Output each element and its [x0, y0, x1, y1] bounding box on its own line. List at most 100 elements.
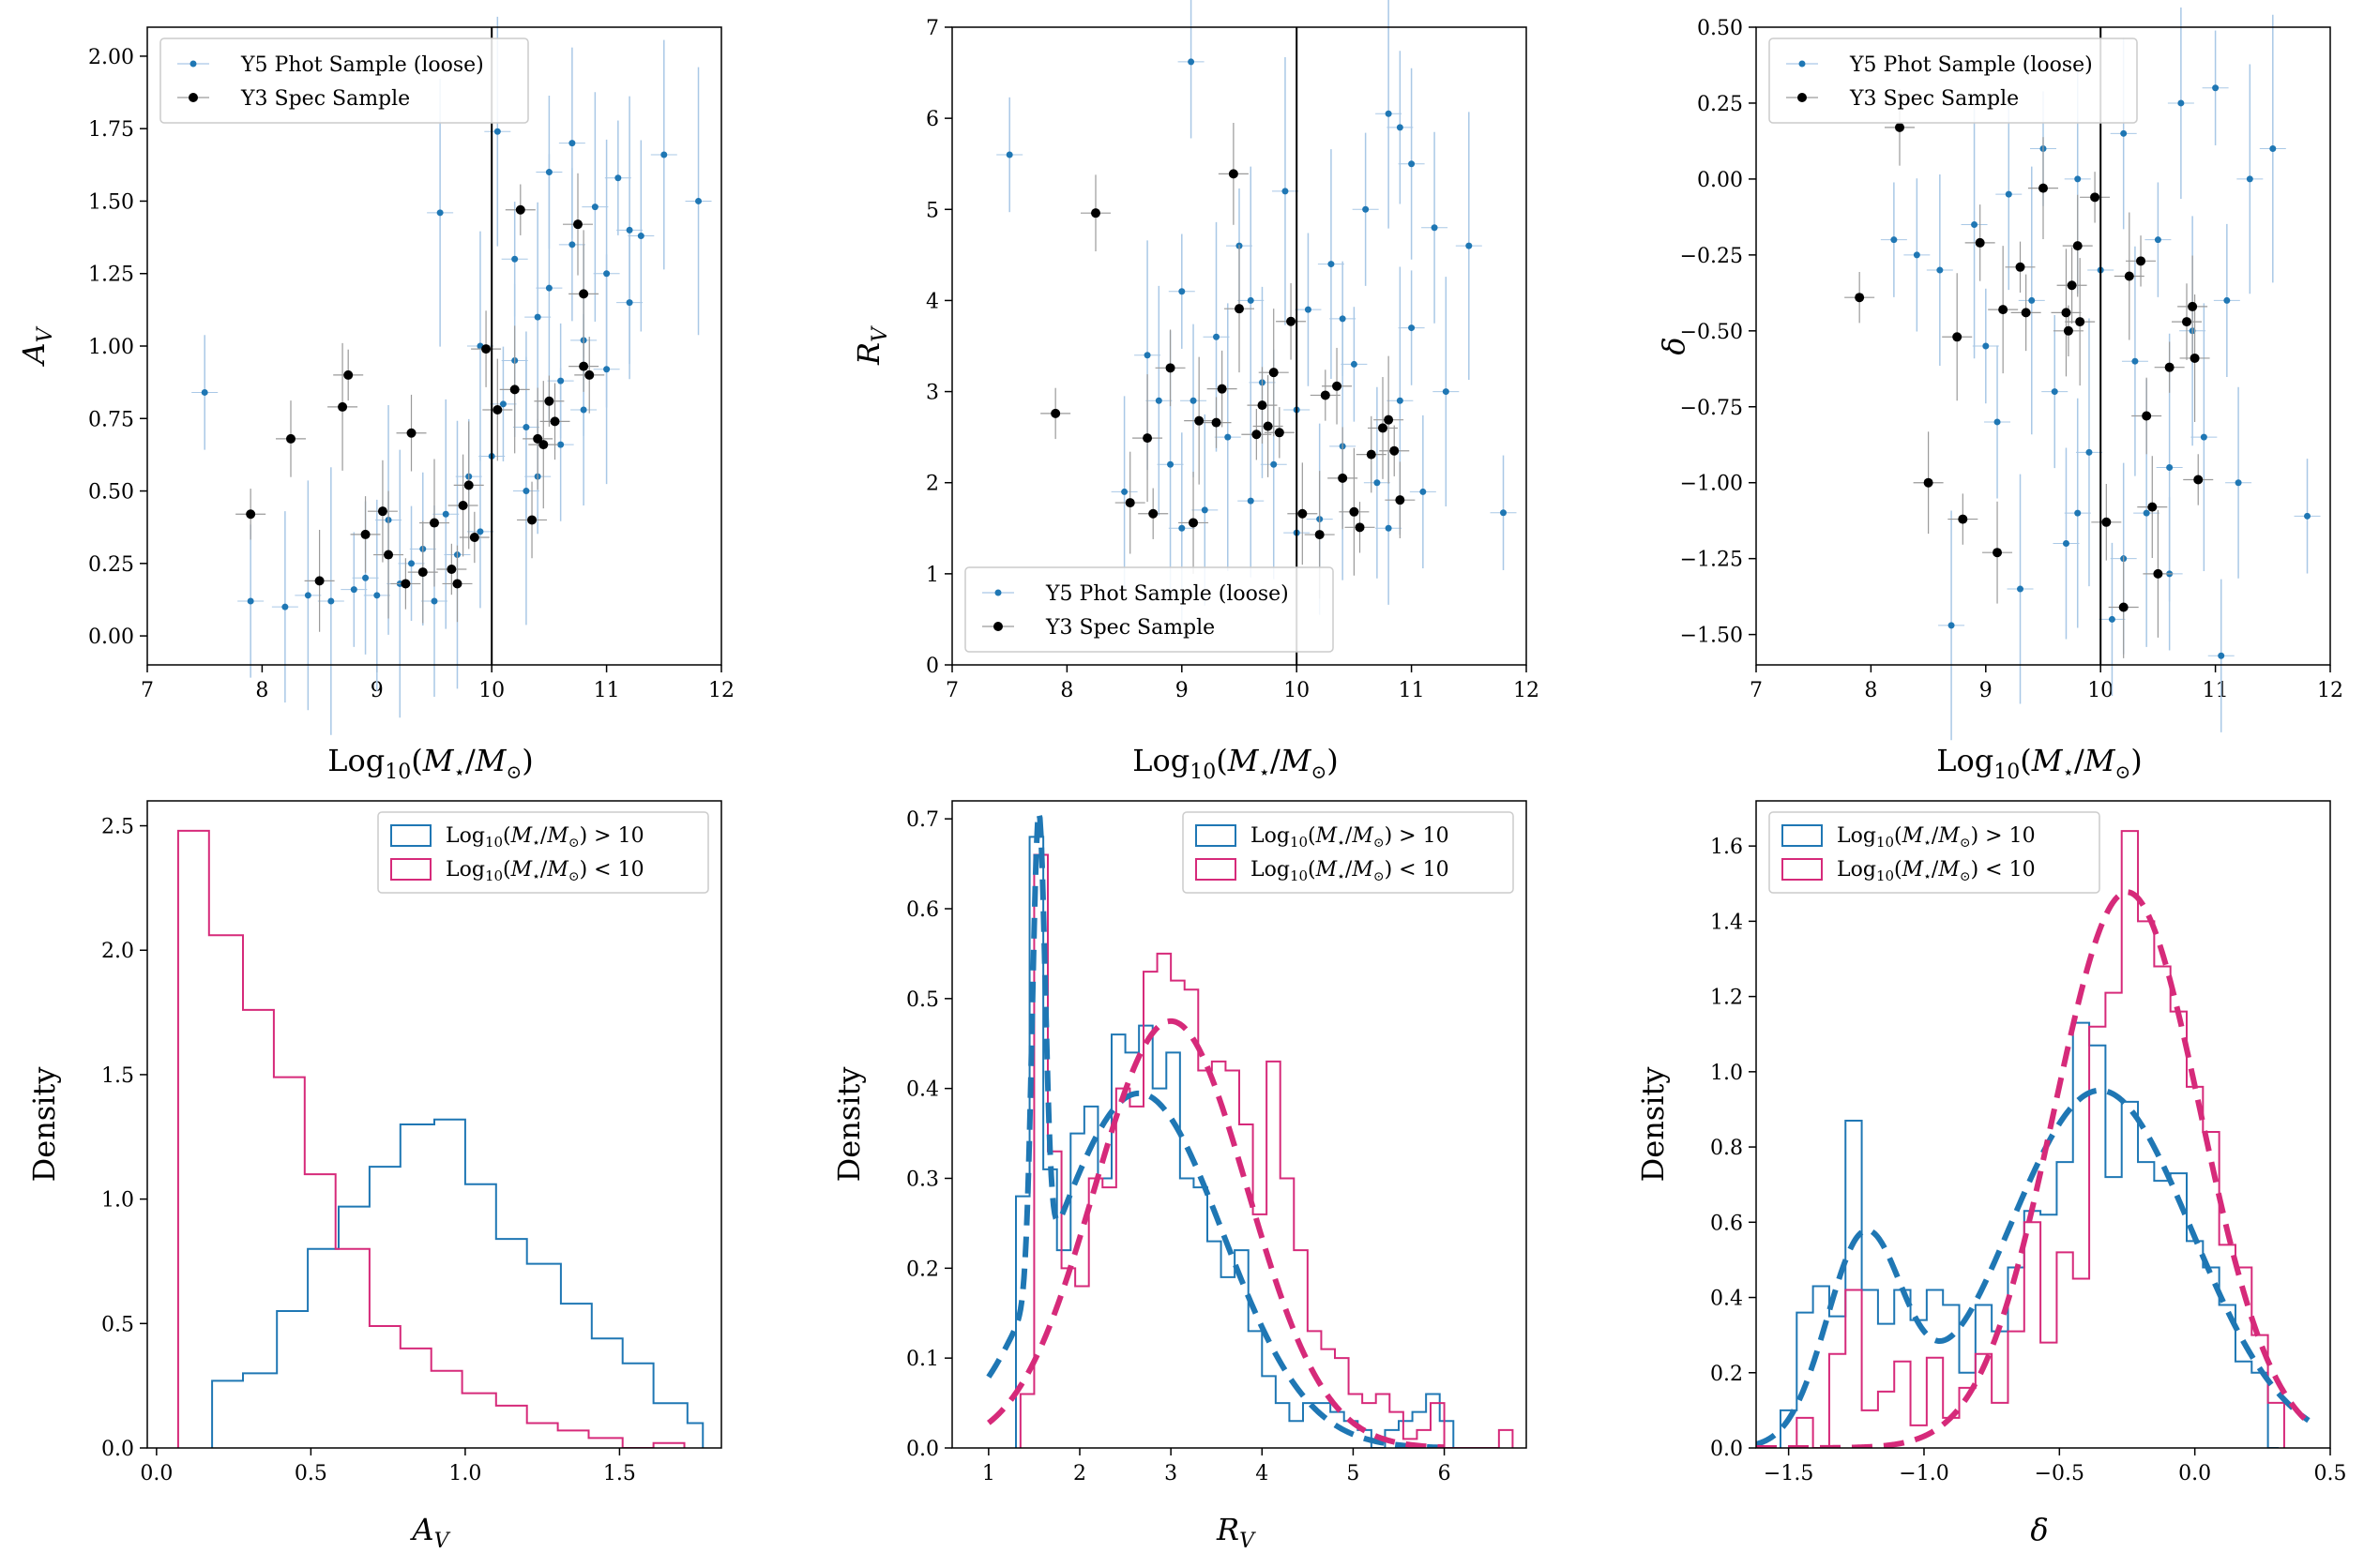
panel-2-ytick-label: −1.25	[1680, 549, 1743, 572]
spec-point	[1338, 473, 1348, 483]
spec-point	[1395, 495, 1405, 505]
spec-point	[469, 533, 479, 542]
panel-5-xtick-label: −1.0	[1899, 1462, 1948, 1485]
spec-point	[1366, 449, 1376, 460]
panel-0-ytick-label: 0.50	[88, 481, 134, 505]
spec-point	[1349, 506, 1359, 517]
spec-point	[2061, 308, 2071, 318]
phot-point	[2177, 99, 2185, 107]
panel-delta-vs-mass: Log10(M⋆/M⊙) δ 7 8 9 10 11 12 −1.50 −1.25 −1.00 −…	[1656, 7, 2343, 784]
spec-point	[1389, 445, 1400, 456]
spec-point	[2118, 602, 2129, 612]
phot-point	[442, 510, 449, 518]
hist-pink-series	[1796, 830, 2285, 1448]
spec-point	[458, 501, 468, 510]
spec-point	[314, 576, 325, 586]
panel-rv-vs-mass-xlabel: Log10(M⋆/M⊙)	[1132, 743, 1339, 784]
phot-point	[2120, 129, 2128, 137]
spec-point	[1952, 332, 1962, 342]
spec-point	[584, 369, 595, 380]
panel-av-histogram-xlabel: AV	[410, 1512, 451, 1553]
panel-rv-histogram: RV Density 1 2 3 4 5 6 0.0 0.1 0.2 0.3 0.4 0.5 0.6 0.…	[831, 800, 1527, 1553]
phot-point	[568, 241, 576, 249]
spec-point	[401, 579, 411, 589]
spec-point	[544, 396, 554, 406]
phot-point	[1247, 497, 1254, 505]
phot-point	[1971, 220, 1978, 228]
phot-point	[436, 209, 444, 217]
spec-point	[2147, 502, 2158, 512]
panel-4-xtick-label: 5	[1346, 1462, 1359, 1485]
phot-point	[373, 592, 381, 599]
legend-phot-marker	[189, 60, 197, 68]
panel-1-ytick-label: 6	[926, 108, 939, 131]
phot-point	[2074, 175, 2082, 183]
panel-3-ytick-label: 0.0	[101, 1438, 134, 1461]
phot-point	[1247, 296, 1254, 304]
legend-phot-label: Y5 Phot Sample (loose)	[1045, 582, 1289, 606]
legend-phot-label: Y5 Phot Sample (loose)	[240, 53, 484, 77]
panel-av-histogram: AV Density 0.0 0.5 1.0 1.5 0.0 0.5 1.0 1.5 2.0 2.…	[26, 800, 722, 1553]
spec-point	[579, 289, 589, 299]
phot-point	[1213, 333, 1220, 340]
spec-point	[2063, 325, 2073, 336]
panel-1-ytick-label: 0	[926, 655, 939, 678]
fit-blue-curve	[1756, 1087, 2311, 1447]
hist-legend: Log10(M⋆/M⊙) > 10 Log10(M⋆/M⊙) < 10	[377, 811, 709, 894]
panel-5-ytick-label: 1.0	[1710, 1062, 1743, 1085]
scatter-legend: Y5 Phot Sample (loose) Y3 Spec Sample	[964, 566, 1334, 653]
phot-point	[1201, 506, 1208, 514]
spec-point	[509, 384, 520, 395]
phot-point	[2108, 615, 2115, 623]
spec-point	[527, 515, 538, 525]
spec-point	[1251, 430, 1262, 440]
panel-rv-vs-mass-ylabel: RV	[851, 325, 892, 366]
phot-point	[2269, 145, 2277, 153]
phot-point	[695, 197, 703, 204]
phot-point	[304, 592, 311, 599]
fit-pink-curve	[1756, 889, 2311, 1448]
phot-point	[1178, 524, 1186, 532]
panel-4-xtick-label: 3	[1164, 1462, 1177, 1485]
phot-point	[511, 255, 519, 263]
panel-4-ytick-label: 0.4	[906, 1078, 939, 1102]
phot-point	[1408, 324, 1416, 332]
panel-2-xtick-label: 9	[1979, 679, 1993, 702]
legend-spec-label: Y3 Spec Sample	[1849, 87, 2019, 111]
panel-3-xtick-label: 0.5	[295, 1462, 327, 1485]
panel-2-ytick-label: −1.50	[1680, 625, 1743, 648]
legend-high-mass-label: Log10(M⋆/M⊙) > 10	[1250, 824, 1449, 851]
hist-legend: Log10(M⋆/M⊙) > 10 Log10(M⋆/M⊙) < 10	[1182, 811, 1514, 894]
phot-point	[626, 226, 633, 234]
legend-high-mass-label: Log10(M⋆/M⊙) > 10	[1837, 824, 2036, 851]
spec-point	[286, 433, 296, 444]
panel-4-ytick-label: 0.3	[906, 1168, 939, 1192]
phot-point	[1396, 124, 1403, 131]
legend-high-mass-swatch	[1195, 824, 1236, 847]
phot-point	[1339, 315, 1346, 323]
spec-point	[2190, 353, 2200, 363]
phot-point	[534, 313, 541, 321]
spec-point	[360, 529, 371, 539]
spec-point	[1320, 390, 1330, 400]
phot-point	[1500, 509, 1508, 517]
legend-phot-label: Y5 Phot Sample (loose)	[1849, 53, 2093, 77]
phot-point	[2074, 509, 2082, 517]
panel-delta-histogram: δ Density −1.5 −1.0 −0.5 0.0 0.5 0.0 0.2 0.4 0.6…	[1635, 800, 2347, 1547]
phot-point	[637, 233, 644, 240]
phot-point	[1155, 397, 1162, 404]
panel-2-xtick-label: 10	[2087, 679, 2114, 702]
panel-2-ytick-label: −0.50	[1680, 321, 1743, 344]
panel-1-xtick-label: 12	[1513, 679, 1539, 702]
panel-0-ytick-label: 1.50	[88, 190, 134, 214]
spec-point	[1384, 415, 1394, 425]
panel-1-ytick-label: 2	[926, 473, 939, 496]
legend-low-mass-label: Log10(M⋆/M⊙) < 10	[1837, 858, 2036, 884]
spec-point	[538, 440, 549, 450]
spec-point	[573, 219, 583, 230]
phot-point	[1890, 236, 1898, 244]
panel-delta-vs-mass-xlabel: Log10(M⋆/M⊙)	[1936, 743, 2143, 784]
legend-phot-marker	[994, 589, 1002, 596]
spec-point	[579, 361, 589, 371]
